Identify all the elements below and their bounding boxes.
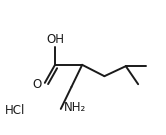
Text: O: O [33, 78, 42, 91]
Text: OH: OH [46, 33, 64, 46]
Text: HCl: HCl [5, 104, 26, 117]
Text: NH₂: NH₂ [64, 101, 86, 114]
